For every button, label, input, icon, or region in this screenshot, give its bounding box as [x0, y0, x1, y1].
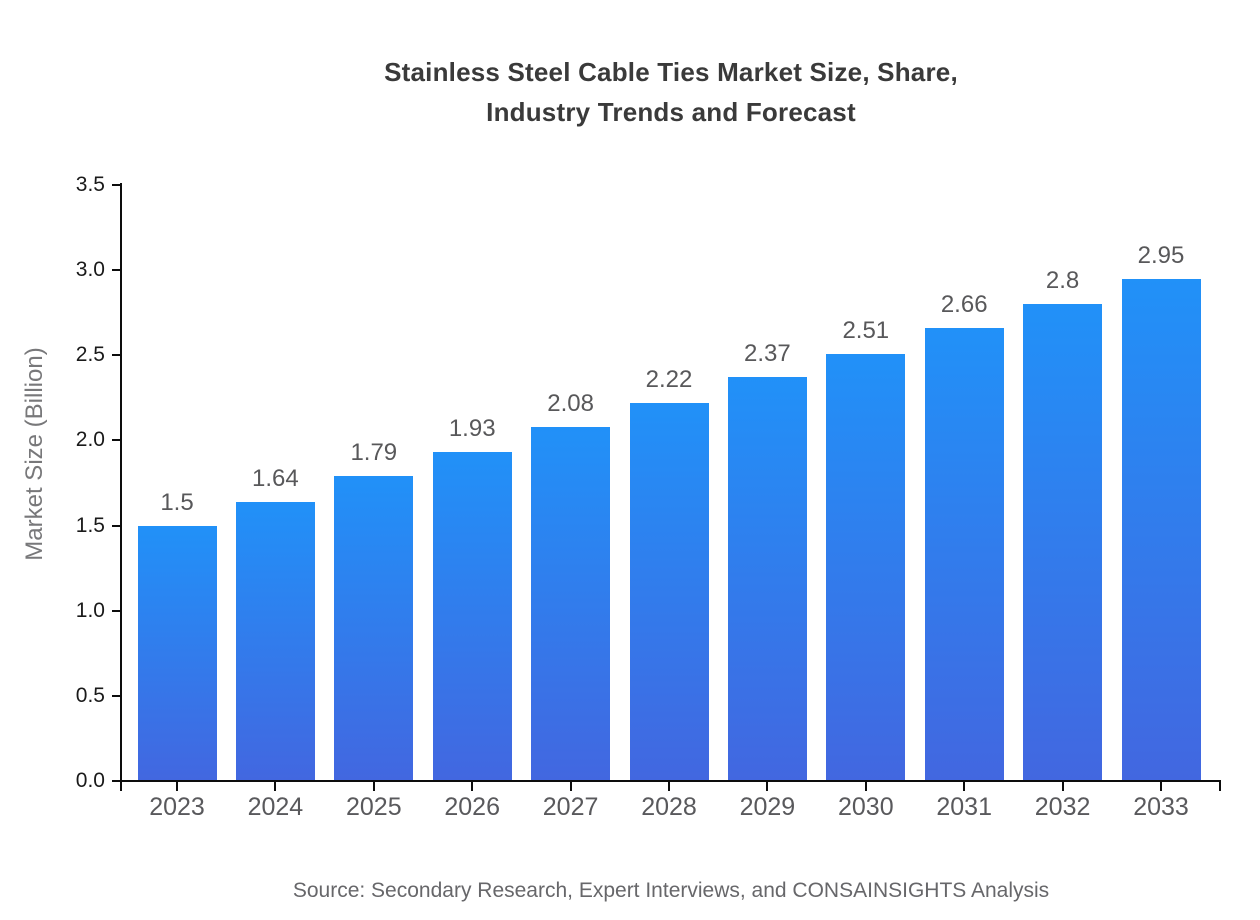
bar-value-2031: 2.66	[940, 291, 988, 319]
x-tick-label-2030: 2030	[837, 793, 894, 821]
bar-2030	[826, 353, 906, 780]
y-tick-0.0	[112, 780, 120, 782]
bar-value-2030: 2.51	[842, 316, 890, 344]
chart-title: Stainless Steel Cable Ties Market Size, …	[121, 52, 1221, 132]
bar-2033	[1121, 278, 1201, 780]
y-tick-label-1.5: 1.5	[75, 513, 105, 537]
x-tick-2027	[569, 782, 572, 791]
x-tick-label-2031: 2031	[936, 793, 992, 821]
bar-2025	[334, 476, 414, 780]
chart-title-line2: Industry Trends and Forecast	[486, 97, 856, 127]
y-tick-3.5	[112, 184, 120, 186]
y-axis-line	[120, 183, 122, 791]
y-tick-1.0	[112, 609, 120, 612]
bar-value-2029: 2.37	[744, 340, 791, 368]
x-tick-2025	[372, 782, 375, 791]
bar-value-2023: 1.5	[160, 488, 194, 516]
y-tick-label-3.5: 3.5	[75, 173, 105, 196]
bar-value-2025: 1.79	[350, 439, 398, 467]
y-axis-label: Market Size (Billion)	[21, 347, 48, 561]
x-tick-2024	[274, 782, 277, 791]
y-tick-label-0.5: 0.5	[75, 683, 105, 707]
bar-value-2028: 2.22	[645, 365, 693, 393]
x-tick-2030	[864, 782, 867, 791]
x-tick-label-2024: 2024	[247, 793, 304, 821]
bar-value-2026: 1.93	[448, 415, 496, 443]
y-tick-label-1.0: 1.0	[75, 598, 105, 622]
bar-2023	[137, 525, 217, 780]
y-tick-label-3.0: 3.0	[75, 258, 105, 282]
bar-2026	[432, 452, 512, 780]
x-tick-label-2028: 2028	[641, 793, 697, 821]
y-tick-3.0	[112, 269, 120, 272]
x-tick-label-2033: 2033	[1133, 793, 1189, 821]
x-tick-2023	[176, 782, 178, 791]
x-tick-label-2025: 2025	[345, 793, 402, 821]
x-axis-line	[121, 780, 1221, 782]
x-tick-label-2023: 2023	[149, 793, 205, 821]
x-axis-end-tick	[1219, 782, 1221, 791]
x-tick-2029	[766, 782, 769, 791]
bar-2029	[727, 377, 807, 780]
bar-2024	[235, 501, 315, 780]
bar-value-2032: 2.8	[1045, 267, 1080, 295]
x-tick-2031	[963, 782, 966, 791]
y-tick-label-2.0: 2.0	[75, 428, 105, 452]
x-tick-2032	[1061, 782, 1064, 791]
y-tick-label-0.0: 0.0	[75, 769, 105, 792]
bar-2032	[1023, 304, 1103, 780]
bar-2031	[924, 328, 1004, 780]
bar-2028	[629, 402, 709, 780]
chart-title-line1: Stainless Steel Cable Ties Market Size, …	[384, 57, 958, 87]
x-tick-label-2029: 2029	[739, 793, 796, 821]
bar-value-2033: 2.95	[1137, 241, 1185, 269]
x-tick-label-2027: 2027	[542, 793, 599, 821]
bar-2027	[531, 426, 611, 780]
y-tick-2.0	[112, 439, 120, 442]
bar-value-2024: 1.64	[252, 464, 299, 492]
x-tick-label-2032: 2032	[1034, 793, 1091, 821]
bar-value-2027: 2.08	[547, 389, 594, 417]
y-tick-0.5	[112, 694, 120, 697]
source-note: Source: Secondary Research, Expert Inter…	[292, 879, 1050, 902]
y-tick-1.5	[112, 524, 120, 527]
x-tick-label-2026: 2026	[444, 793, 500, 821]
y-tick-label-2.5: 2.5	[75, 343, 105, 367]
y-tick-2.5	[112, 354, 120, 357]
x-tick-2033	[1160, 782, 1162, 791]
x-tick-2028	[668, 782, 670, 791]
x-tick-2026	[471, 782, 474, 791]
